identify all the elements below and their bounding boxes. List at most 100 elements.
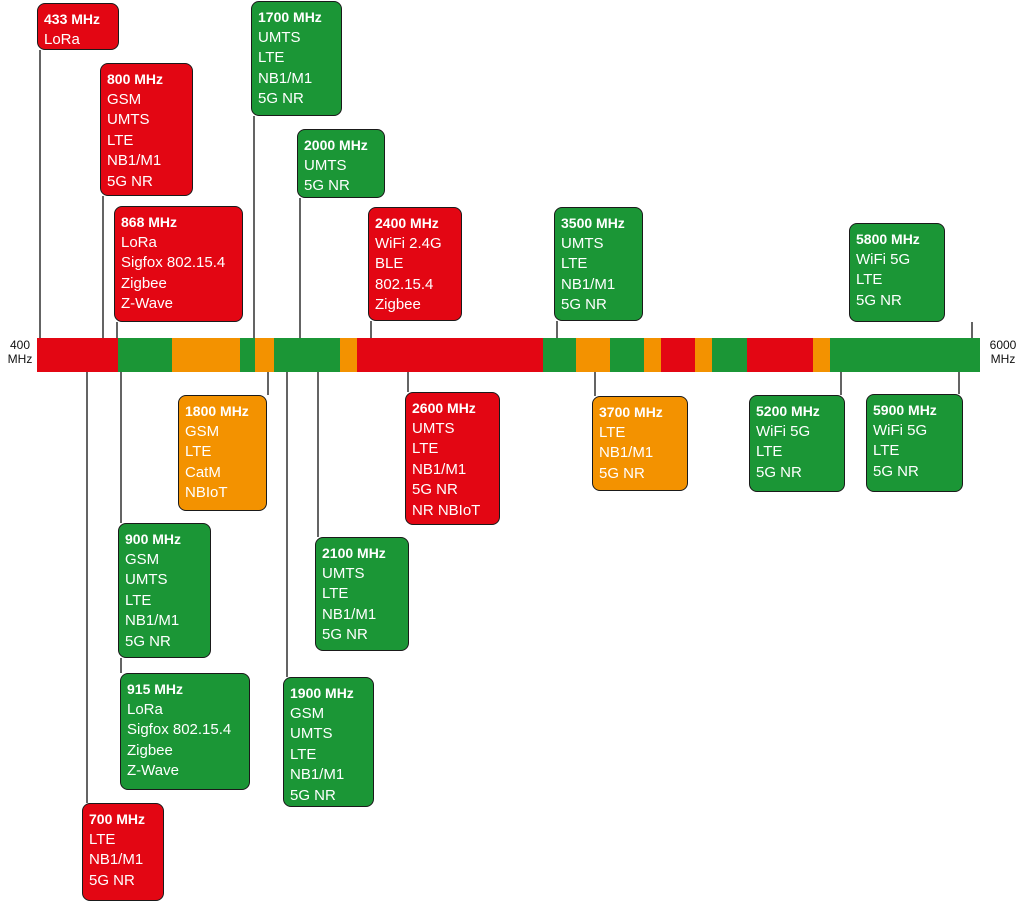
band-technology: LTE [258,49,285,66]
band-technology: UMTS [125,571,168,588]
band-technology: Zigbee [127,741,173,759]
band-technology: NB1/M1 [290,766,345,783]
bar-segment-orange [255,338,274,372]
bar-segment-orange [695,338,712,372]
band-box: 5900 MHz WiFi 5G LTE 5G NR [866,394,963,492]
band-frequency: 1800 MHz [185,403,249,419]
band-technology: 5G NR [89,871,135,889]
band-technology: WiFi 2.4G [375,234,442,252]
band-box: 868 MHz LoRa Sigfox 802.15.4 Zigbee Z-Wave [114,206,243,322]
band-box: 900 MHz GSM UMTS LTE NB1/M1 5G NR [118,523,211,658]
bar-segment-red [747,338,813,372]
band-technology: LTE [873,442,900,459]
band-technology: LoRa [44,30,80,48]
band-technology: 5G NR [756,463,802,481]
bar-segment-green [610,338,644,372]
band-technology: NBIoT [185,484,228,501]
band-frequency: 5200 MHz [756,403,820,419]
band-box: 3700 MHz LTE NB1/M1 5G NR [592,396,688,491]
band-technology: 5G NR [304,177,350,194]
band-technology: GSM [290,704,325,722]
band-box: 3500 MHz UMTS LTE NB1/M1 5G NR [554,207,643,321]
bar-segment-red [661,338,695,372]
band-technology: UMTS [322,564,365,582]
band-technology: GSM [107,90,142,108]
band-technology: LTE [125,591,152,609]
band-frequency: 1900 MHz [290,685,354,701]
band-technology: WiFi 5G [856,250,911,268]
band-technology: 802.15.4 [375,275,434,293]
band-frequency: 433 MHz [44,11,101,27]
band-box: 800 MHz GSM UMTS LTE NB1/M1 5G NR [100,63,193,196]
band-box: 2100 MHz UMTS LTE NB1/M1 5G NR [315,537,409,651]
band-box: 915 MHz LoRa Sigfox 802.15.4 Zigbee Z-Wave [120,673,250,790]
band-technology: Sigfox 802.15.4 [121,254,226,271]
band-frequency: 868 MHz [121,214,178,230]
band-box: 2000 MHz UMTS 5G NR [297,129,385,198]
band-technology: GSM [185,422,220,440]
band-technology: NB1/M1 [412,460,467,478]
band-technology: NB1/M1 [107,152,162,169]
band-technology: LTE [290,745,317,763]
bar-segment-red [357,338,543,372]
band-technology: Zigbee [121,274,167,292]
band-box: 5200 MHz WiFi 5G LTE 5G NR [749,395,845,492]
band-box: 1700 MHz UMTS LTE NB1/M1 5G NR [251,1,342,116]
band-box: 2400 MHz WiFi 2.4G BLE 802.15.4 Zigbee [368,207,462,321]
band-technology: Zigbee [375,296,421,313]
band-technology: 5G NR [412,481,458,498]
bar-segment-orange [644,338,661,372]
axis-max-label: 6000 MHz [989,338,1017,366]
bar-segment-orange [813,338,830,372]
band-technology: LTE [185,443,212,460]
band-frequency: 2400 MHz [375,215,439,231]
band-technology: UMTS [107,111,150,128]
band-technology: LTE [412,440,439,457]
band-technology: UMTS [304,156,347,174]
band-frequency: 5800 MHz [856,231,920,247]
band-technology: UMTS [412,419,455,437]
band-technology: 5G NR [125,632,171,650]
band-technology: LTE [322,585,349,602]
band-technology: LoRa [121,233,157,251]
band-technology: 5G NR [856,291,902,309]
band-technology: NB1/M1 [125,612,180,629]
band-technology: NR NBIoT [412,501,481,519]
band-frequency: 900 MHz [125,531,182,547]
bar-segment-green [830,338,980,372]
bar-segment-red [37,338,118,372]
band-frequency: 3700 MHz [599,404,663,420]
bar-segment-green [118,338,172,372]
band-technology: LTE [599,423,626,441]
bar-segment-green [712,338,747,372]
band-technology: LTE [856,271,883,288]
band-box: 5800 MHz WiFi 5G LTE 5G NR [849,223,945,322]
band-technology: LTE [107,131,134,149]
band-technology: 5G NR [258,90,304,107]
band-technology: Z-Wave [127,762,179,779]
band-technology: 5G NR [107,172,153,190]
band-frequency: 2000 MHz [304,137,368,153]
band-technology: 5G NR [873,462,919,480]
band-frequency: 1700 MHz [258,9,322,25]
band-box: 433 MHz LoRa [37,3,119,50]
band-box: 1900 MHz GSM UMTS LTE NB1/M1 5G NR [283,677,374,807]
band-box: 1800 MHz GSM LTE CatM NBIoT [178,395,267,511]
bar-segment-green [543,338,576,372]
band-box: 700 MHz LTE NB1/M1 5G NR [82,803,164,901]
bar-segment-green [274,338,340,372]
band-technology: Z-Wave [121,295,173,312]
band-box: 2600 MHz UMTS LTE NB1/M1 5G NR NR NBIoT [405,392,500,525]
band-technology: WiFi 5G [873,421,928,439]
band-technology: LTE [89,830,116,848]
band-frequency: 915 MHz [127,681,184,697]
band-frequency: 2100 MHz [322,545,386,561]
band-frequency: 800 MHz [107,71,164,87]
band-technology: NB1/M1 [599,444,654,461]
band-technology: UMTS [290,725,333,742]
band-technology: GSM [125,550,160,568]
band-frequency: 700 MHz [89,811,146,827]
band-technology: CatM [185,463,221,481]
